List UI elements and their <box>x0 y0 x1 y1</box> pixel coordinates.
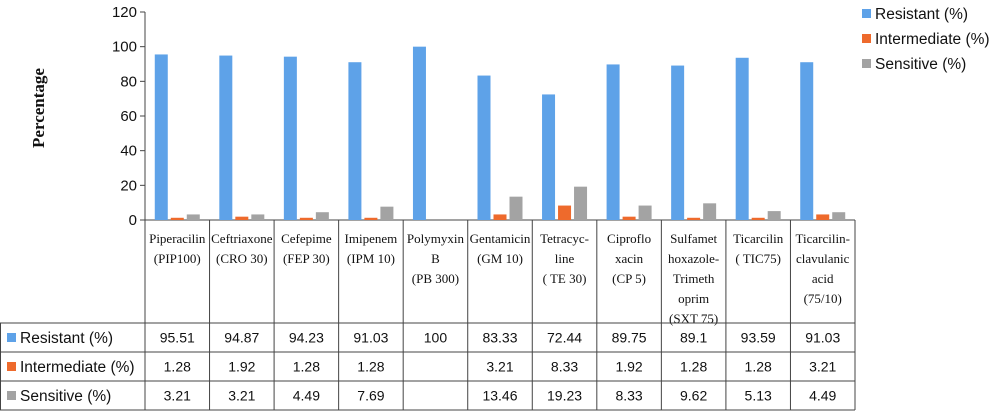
legend-swatch <box>862 9 871 18</box>
table-row-label: Resistant (%) <box>20 330 113 347</box>
bar-sensitive <box>186 214 200 220</box>
bar-intermediate <box>493 214 507 220</box>
table-row-label: Intermediate (%) <box>20 359 135 376</box>
table-cell: 95.51 <box>160 330 195 346</box>
bar-sensitive <box>638 205 652 220</box>
table-cell: 83.33 <box>482 330 517 346</box>
bar-sensitive <box>832 212 846 220</box>
table-row-label: Sensitive (%) <box>20 388 111 405</box>
category-label: Ciproflo xacin (CP 5) <box>607 231 651 286</box>
table-cell: 1.28 <box>680 359 707 375</box>
category-label: Cefepime (FEP 30) <box>281 231 332 266</box>
bar-sensitive <box>574 186 588 220</box>
table-cell: 8.33 <box>615 388 642 404</box>
bar-sensitive <box>251 214 265 220</box>
bar-resistant <box>800 62 814 221</box>
table-cell: 1.28 <box>293 359 320 375</box>
table-cell: 1.92 <box>615 359 642 375</box>
bar-intermediate <box>751 217 765 220</box>
table-cell: 94.23 <box>289 330 324 346</box>
table-cell: 1.28 <box>357 359 384 375</box>
table-cell: 13.46 <box>482 388 517 404</box>
chart-bars <box>154 46 846 221</box>
table-cell: 91.03 <box>353 330 388 346</box>
table-cell: 4.49 <box>809 388 836 404</box>
table-row-key-swatch <box>7 333 16 342</box>
bar-sensitive <box>315 212 329 220</box>
y-tick-label: 60 <box>120 108 137 125</box>
table-cell: 89.1 <box>680 330 707 346</box>
table-cell: 3.21 <box>486 359 513 375</box>
bar-resistant <box>154 54 168 220</box>
data-table: Resistant (%) 95.51 94.87 94.23 91.03 100 83.3… <box>0 322 855 411</box>
bar-resistant <box>348 62 362 221</box>
table-row-key-swatch <box>7 391 16 400</box>
bar-intermediate <box>299 217 313 220</box>
bar-intermediate <box>364 217 378 220</box>
bar-intermediate <box>687 217 701 220</box>
y-tick-label: 80 <box>120 73 137 90</box>
y-tick-label: 20 <box>120 177 137 194</box>
table-cell: 1.28 <box>164 359 191 375</box>
category-label: Tetracyc-line( TE 30) <box>540 231 589 286</box>
category-label: Ticarcilin( TIC75) <box>733 231 784 266</box>
legend-label: Intermediate (%) <box>875 31 990 48</box>
bar-resistant <box>283 56 297 220</box>
category-label: Sulfamet hoxazole-Trimeth oprim (SXT 75) <box>668 231 719 326</box>
bar-resistant <box>735 57 749 221</box>
category-label: Ticarcilin-clavulanic acid (75/10) <box>796 231 850 306</box>
table-cell: 4.49 <box>293 388 320 404</box>
table-cell: 100 <box>424 330 448 346</box>
bar-resistant <box>542 94 556 220</box>
table-cell: 91.03 <box>805 330 840 346</box>
y-tick-label: 120 <box>112 4 137 21</box>
table-cell: 8.33 <box>551 359 578 375</box>
table-cell: 9.62 <box>680 388 707 404</box>
table-row-key-swatch <box>7 362 16 371</box>
table-cell: 93.59 <box>741 330 776 346</box>
chart-axes: 0 20 40 60 80 100 120 Piperacilin (PIP100)Ceftri… <box>112 4 856 410</box>
y-tick-label: 100 <box>112 39 137 56</box>
category-label: Gentamicin (GM 10) <box>470 231 531 266</box>
bar-resistant <box>606 64 620 220</box>
bar-intermediate <box>235 216 249 220</box>
table-cell: 94.87 <box>224 330 259 346</box>
table-cell: 3.21 <box>164 388 191 404</box>
y-axis-label: Percentage <box>29 68 48 148</box>
category-label: Imipenem (IPM 10) <box>345 231 398 266</box>
legend-swatch <box>862 34 871 43</box>
bar-resistant <box>671 65 685 220</box>
bar-resistant <box>219 55 233 220</box>
category-label: Polymyxin B (PB 300) <box>407 231 465 286</box>
table-cell: 1.92 <box>228 359 255 375</box>
bar-sensitive <box>767 211 781 220</box>
table-cell: 1.28 <box>745 359 772 375</box>
bar-intermediate <box>816 214 830 220</box>
category-label: Ceftriaxone (CRO 30) <box>211 231 273 266</box>
bar-resistant <box>477 75 491 220</box>
legend-swatch <box>862 59 871 68</box>
table-cell: 5.13 <box>745 388 772 404</box>
table-cell: 19.23 <box>547 388 582 404</box>
bar-sensitive <box>509 196 523 220</box>
bar-intermediate <box>170 217 184 220</box>
category-label: Piperacilin (PIP100) <box>149 231 206 266</box>
table-cell: 3.21 <box>228 388 255 404</box>
table-cell: 7.69 <box>357 388 384 404</box>
legend-label: Resistant (%) <box>875 6 968 23</box>
table-cell: 3.21 <box>809 359 836 375</box>
bar-resistant <box>412 46 426 220</box>
bar-sensitive <box>703 203 717 220</box>
bar-intermediate <box>622 216 636 220</box>
bar-intermediate <box>558 205 572 220</box>
y-tick-label: 40 <box>120 143 137 160</box>
bar-sensitive <box>380 206 394 220</box>
y-tick-label: 0 <box>129 212 137 229</box>
legend-label: Sensitive (%) <box>875 56 966 73</box>
table-cell: 72.44 <box>547 330 582 346</box>
table-cell: 89.75 <box>612 330 647 346</box>
chart-legend: Resistant (%) Intermediate (%) Sensitive (… <box>862 6 990 73</box>
